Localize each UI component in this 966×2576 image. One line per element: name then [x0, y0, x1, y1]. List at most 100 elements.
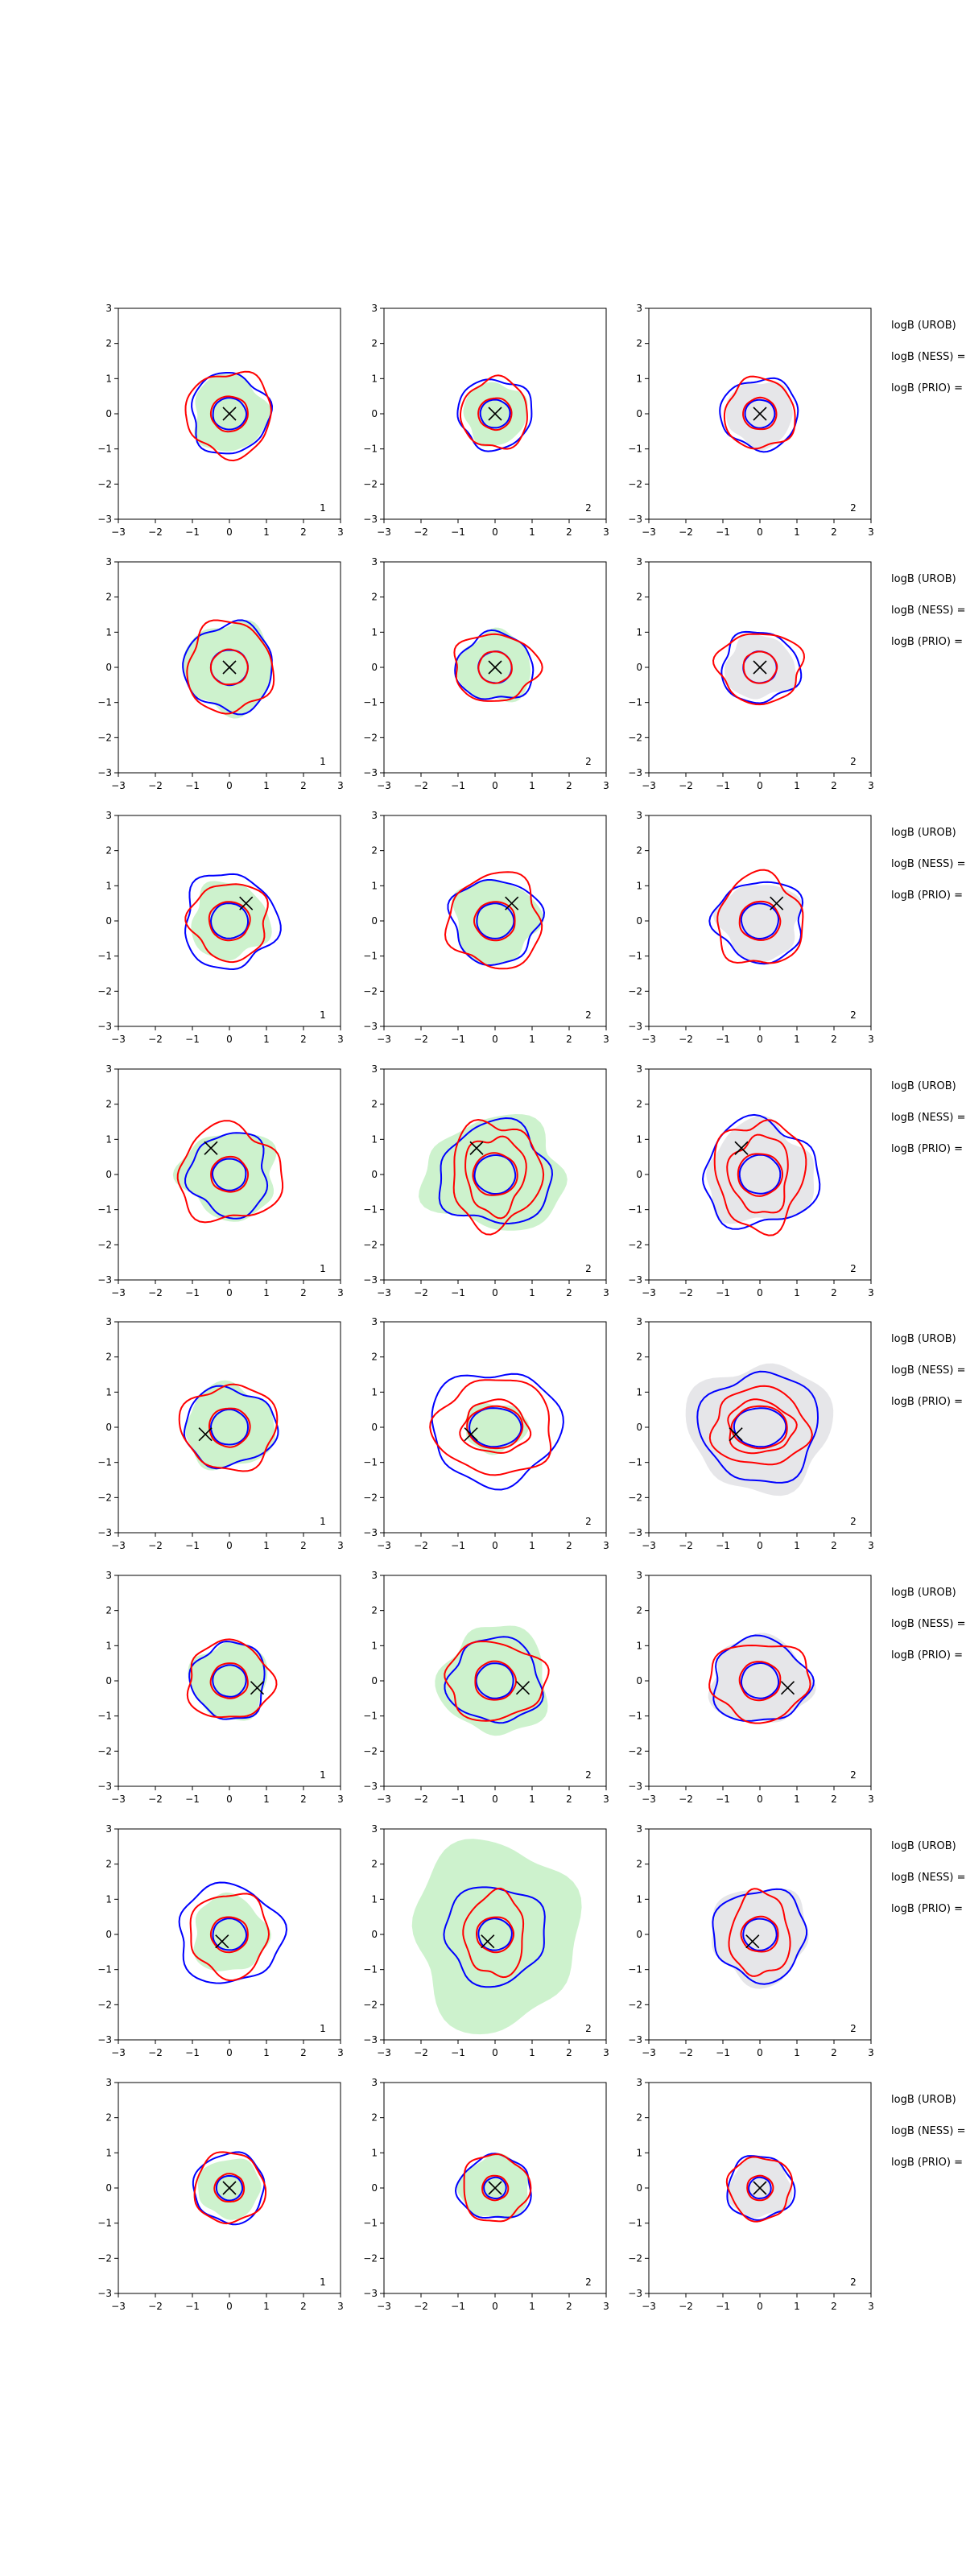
y-tick-label: −3: [363, 1781, 378, 1792]
y-tick-label: 2: [371, 2112, 378, 2124]
x-tick-label: −3: [111, 1287, 126, 1298]
y-tick-label: −3: [628, 2034, 642, 2046]
x-tick-label: −1: [185, 526, 200, 538]
x-marker: [488, 660, 502, 675]
y-tick-label: 0: [371, 1422, 378, 1433]
x-tick-label: 0: [226, 1287, 233, 1298]
x-tick-label: −2: [679, 1794, 693, 1805]
y-tick-label: 0: [371, 1169, 378, 1180]
red-contour: [463, 2153, 532, 2223]
y-tick-label: 1: [371, 373, 378, 384]
y-tick-label: −3: [363, 2288, 378, 2299]
y-tick-label: −3: [628, 1274, 642, 1286]
x-tick-label: −2: [148, 1034, 163, 1045]
x-tick-label: 3: [868, 2301, 874, 2312]
x-tick-label: 2: [831, 2047, 837, 2058]
blue-contour: [215, 2175, 244, 2202]
row-side-label: logB (NESS) =: [891, 1364, 965, 1377]
y-tick-label: 3: [105, 1823, 112, 1835]
x-tick-label: −1: [451, 1540, 465, 1551]
panel-label: 2: [850, 756, 857, 767]
x-tick-label: −2: [414, 1794, 428, 1805]
red-contour: [738, 900, 782, 941]
red-contour: [209, 395, 249, 433]
x-tick-label: −2: [679, 780, 693, 791]
x-tick-label: 2: [566, 1794, 572, 1805]
x-tick-label: 1: [529, 2301, 535, 2312]
blue-contour: [475, 1662, 514, 1699]
blue-contour: [212, 1158, 247, 1191]
y-tick-label: 2: [636, 1099, 642, 1110]
blue-contour: [191, 372, 274, 455]
x-marker: [464, 1427, 478, 1442]
x-tick-label: 2: [566, 1034, 572, 1045]
x-tick-label: 2: [831, 780, 837, 791]
y-tick-label: −1: [97, 1964, 112, 1975]
row-side-label: logB (NESS) =: [891, 351, 965, 363]
x-tick-label: 2: [566, 780, 572, 791]
y-tick-label: 1: [636, 1893, 642, 1905]
x-tick-label: 2: [831, 1034, 837, 1045]
x-tick-label: 0: [492, 1794, 498, 1805]
x-marker: [753, 2181, 767, 2195]
red-contour: [708, 1385, 813, 1466]
y-tick-label: −1: [363, 444, 378, 455]
blue-contour: [708, 881, 804, 965]
y-tick-label: 0: [105, 408, 112, 419]
blue-contour: [212, 1918, 247, 1951]
x-tick-label: −1: [451, 2047, 465, 2058]
x-tick-label: −2: [148, 1540, 163, 1551]
y-tick-label: 1: [105, 880, 112, 891]
y-tick-label: −1: [628, 1457, 642, 1468]
y-tick-label: 0: [105, 915, 112, 927]
x-tick-label: −3: [377, 780, 391, 791]
panel-label: 1: [320, 1263, 326, 1274]
panel-label: 2: [585, 502, 592, 514]
red-contour: [186, 1638, 278, 1719]
x-tick-label: 3: [603, 1540, 609, 1551]
x-tick-label: −2: [414, 2301, 428, 2312]
x-tick-label: −2: [414, 780, 428, 791]
y-tick-label: 0: [636, 408, 642, 419]
red-contour: [746, 2174, 774, 2202]
red-contour: [444, 1640, 550, 1722]
red-contour: [209, 648, 249, 686]
x-tick-label: −1: [185, 1540, 200, 1551]
x-tick-label: −1: [185, 2047, 200, 2058]
x-marker: [734, 1141, 749, 1155]
blue-contour: [738, 1154, 782, 1195]
row-side-label: logB (PRIO) =: [891, 1649, 963, 1662]
red-contour: [189, 1893, 270, 1982]
x-tick-label: 3: [868, 1794, 874, 1805]
row-side-label: logB (NESS) =: [891, 858, 965, 870]
x-tick-label: 3: [868, 2047, 874, 2058]
y-tick-label: −2: [628, 1492, 642, 1503]
green-density-fill: [197, 2158, 262, 2220]
x-tick-label: −2: [679, 1540, 693, 1551]
red-contour: [186, 619, 275, 715]
subplot: −3 −2 −1 0 1 2 3 −3 −2 −1 0 1 2 3 1: [97, 1570, 344, 1805]
panel-label: 2: [585, 1769, 592, 1781]
blue-contour: [209, 1408, 250, 1446]
x-tick-label: 2: [300, 1287, 307, 1298]
y-tick-label: 0: [105, 1422, 112, 1433]
y-tick-label: −2: [97, 1492, 112, 1503]
x-tick-label: 3: [868, 780, 874, 791]
x-marker: [204, 1141, 218, 1155]
x-tick-label: 2: [831, 526, 837, 538]
y-tick-label: 1: [636, 1640, 642, 1651]
y-tick-label: 1: [371, 880, 378, 891]
x-tick-label: 0: [757, 1034, 763, 1045]
y-tick-label: −2: [363, 985, 378, 997]
row-side-label: logB (UROB): [891, 2094, 956, 2106]
y-tick-label: 2: [371, 338, 378, 349]
row-side-label: logB (PRIO) =: [891, 382, 963, 394]
red-contour: [726, 1133, 789, 1214]
x-tick-label: 1: [263, 526, 270, 538]
x-tick-label: 2: [831, 1794, 837, 1805]
